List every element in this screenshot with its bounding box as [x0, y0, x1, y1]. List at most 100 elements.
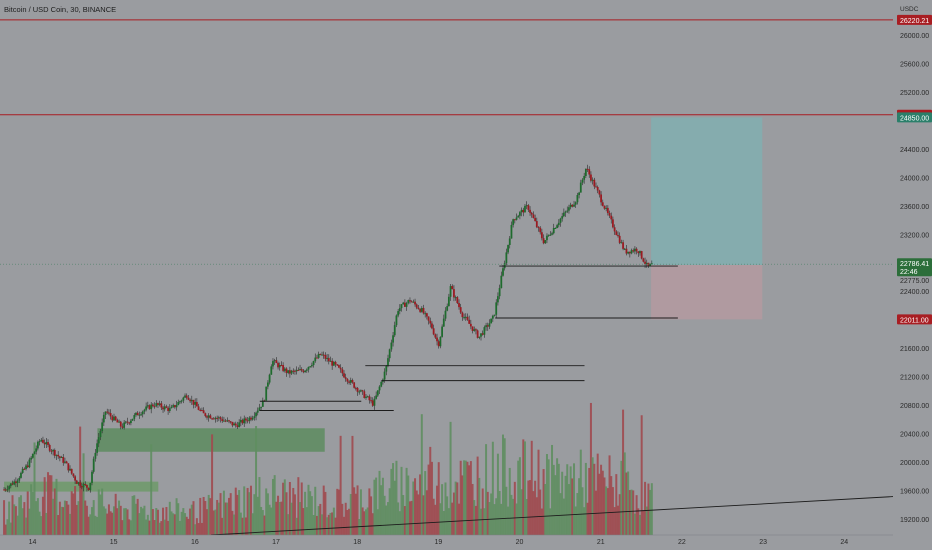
volume-bar: [566, 464, 569, 535]
candle-body: [70, 468, 73, 474]
volume-bar: [571, 478, 574, 535]
volume-bar: [574, 506, 577, 535]
candle-body: [312, 361, 315, 366]
volume-bar: [13, 504, 16, 535]
volume-bar: [307, 484, 310, 535]
volume-bar: [537, 449, 540, 535]
candle-body: [33, 451, 36, 454]
volume-bar: [386, 502, 389, 535]
volume-bar: [412, 481, 415, 535]
volume-bar: [287, 514, 290, 535]
price-tick-label: 22400.00: [900, 289, 929, 296]
candle-body: [246, 420, 249, 422]
volume-bar: [370, 496, 373, 535]
candle-body: [387, 358, 389, 366]
candle-body: [135, 412, 137, 416]
candle-body: [13, 481, 16, 485]
candle-body: [596, 186, 599, 191]
volume-bar: [468, 465, 471, 535]
volume-bar: [31, 491, 34, 535]
volume-bar: [60, 506, 63, 535]
stop-zone: [651, 265, 763, 320]
candle-body: [82, 483, 85, 488]
candle-body: [9, 483, 12, 487]
volume-bar: [569, 466, 572, 535]
position-layer[interactable]: [651, 117, 763, 320]
candle-body: [229, 421, 232, 423]
candle-body: [194, 402, 197, 405]
volume-bar: [540, 508, 543, 535]
volume-bar: [128, 519, 131, 535]
volume-bar: [258, 477, 261, 535]
candle-body: [525, 205, 528, 207]
volume-bar: [45, 512, 48, 535]
candle-body: [20, 472, 22, 478]
candle-body: [43, 442, 46, 445]
candle-body: [373, 398, 376, 406]
candle-body: [356, 387, 359, 392]
candle-body: [16, 480, 19, 484]
candle-body: [537, 226, 540, 228]
candle-body: [603, 205, 606, 209]
volume-bar: [446, 496, 449, 535]
candle-body: [231, 421, 234, 426]
time-tick-label: 15: [110, 539, 118, 546]
volume-bar: [43, 477, 46, 535]
candle-body: [569, 204, 572, 208]
volume-bar: [395, 460, 398, 535]
volume-bar: [493, 504, 496, 535]
candle-body: [148, 405, 151, 410]
volume-bar: [647, 483, 650, 535]
volume-bar: [182, 508, 185, 535]
volume-bar: [507, 506, 510, 535]
price-tick-label: 20400.00: [900, 431, 929, 438]
candle-body: [145, 406, 148, 410]
candle-body: [47, 442, 49, 445]
line-layer[interactable]: [0, 19, 894, 536]
candle-body: [623, 248, 626, 250]
candle-body: [130, 420, 132, 424]
volume-bar: [28, 508, 31, 535]
volume-bar: [207, 494, 210, 535]
volume-bar: [260, 506, 263, 535]
candle-body: [162, 407, 164, 410]
candle-body: [473, 329, 476, 331]
volume-bar: [253, 494, 256, 535]
volume-bar: [542, 469, 545, 535]
candle-body: [179, 401, 181, 403]
candle-body: [258, 407, 261, 411]
candle-body: [542, 238, 545, 244]
candle-body: [314, 357, 317, 362]
candle-body: [476, 330, 479, 338]
volume-bar: [6, 519, 9, 535]
volume-bar: [163, 519, 166, 535]
volume-bar: [226, 502, 229, 535]
volume-bar: [53, 488, 56, 535]
candle-body: [326, 357, 328, 359]
time-tick-label: 23: [759, 539, 767, 546]
candle-body: [522, 209, 525, 213]
candle-body: [471, 326, 474, 331]
volume-bar: [380, 485, 383, 535]
candle-body: [175, 405, 178, 408]
volume-bar: [16, 515, 19, 535]
candle-body: [425, 313, 428, 317]
volume-bar: [630, 489, 633, 535]
volume-bar: [62, 507, 65, 535]
candle-body: [62, 457, 65, 463]
volume-bar: [349, 494, 352, 535]
volume-bar: [483, 508, 486, 535]
volume-bar: [228, 497, 231, 535]
candle-body: [114, 416, 117, 420]
volume-bar: [121, 520, 124, 535]
volume-bar: [376, 509, 379, 535]
volume-bar: [623, 452, 626, 535]
volume-bar: [134, 503, 137, 535]
volume-bar: [463, 460, 466, 535]
candle-body: [324, 355, 327, 359]
volume-bar: [495, 498, 498, 535]
volume-bar: [65, 501, 68, 535]
volume-bar: [249, 485, 252, 535]
